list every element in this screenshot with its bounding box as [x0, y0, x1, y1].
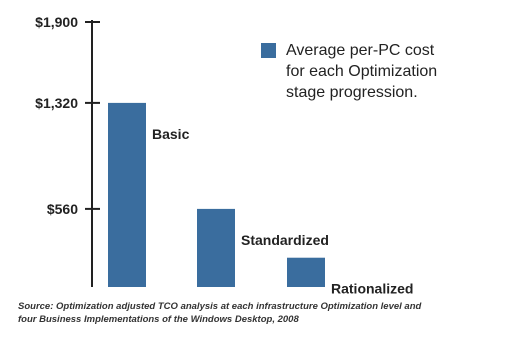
y-tick-label-1: $1,320 — [35, 95, 78, 111]
bar-standardized — [197, 208, 235, 287]
bar-label-rationalized: Rationalized — [331, 281, 413, 297]
legend-swatch — [261, 43, 276, 58]
legend-line-0: Average per-PC cost — [286, 42, 435, 59]
y-axis-ticks: $1,900 $1,320 $560 — [35, 14, 100, 217]
y-tick-label-2: $560 — [47, 201, 78, 217]
bars: Basic Standardized Rationalized — [108, 102, 413, 297]
bar-label-basic: Basic — [152, 126, 190, 142]
legend: Average per-PC cost for each Optimization… — [261, 42, 437, 101]
legend-line-1: for each Optimization — [286, 63, 437, 80]
legend-label: Average per-PC cost for each Optimization… — [286, 42, 437, 101]
source-note: Source: Optimization adjusted TCO analys… — [18, 301, 422, 325]
y-tick-label-0: $1,900 — [35, 14, 78, 30]
legend-line-2: stage progression. — [286, 84, 418, 101]
bar-label-standardized: Standardized — [241, 232, 329, 248]
bar-basic — [108, 102, 146, 287]
bar-rationalized — [287, 257, 325, 287]
